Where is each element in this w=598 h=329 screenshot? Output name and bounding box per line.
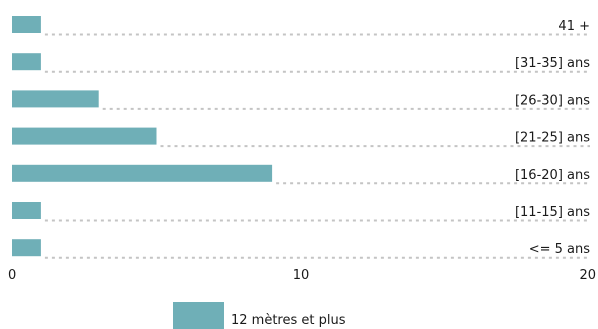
chart-rows: 41 + [31-35] ans [26-30] ans [21-25] ans [16…: [12, 16, 591, 259]
category-label: <= 5 ans: [529, 242, 591, 257]
category-label: [26-30] ans: [515, 93, 590, 108]
legend: 12 mètres et plus: [173, 302, 346, 329]
x-tick-label: 20: [579, 268, 596, 283]
bar: [12, 164, 273, 182]
bar: [12, 16, 41, 33]
category-label: [11-15] ans: [515, 205, 590, 220]
category-label: [31-35] ans: [515, 56, 590, 71]
x-axis-ticks: 0 10 20: [8, 268, 596, 283]
legend-label: 12 mètres et plus: [231, 313, 346, 328]
x-tick-label: 10: [293, 268, 310, 283]
category-label: [21-25] ans: [515, 131, 590, 146]
bar: [12, 239, 41, 257]
bar: [12, 53, 41, 71]
bar: [12, 127, 157, 145]
bar: [12, 202, 41, 219]
x-tick-label: 0: [8, 268, 16, 283]
category-label: 41 +: [558, 19, 590, 34]
category-label: [16-20] ans: [515, 168, 590, 183]
legend-swatch: [173, 302, 224, 329]
bar: [12, 90, 99, 108]
